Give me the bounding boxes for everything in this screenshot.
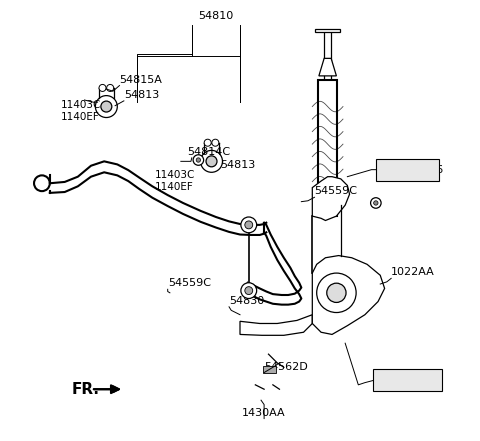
Polygon shape [240,315,312,335]
Text: 54813: 54813 [220,160,255,170]
Circle shape [196,158,201,162]
Circle shape [245,287,252,295]
Text: FR.: FR. [72,382,99,397]
Circle shape [193,155,204,165]
Circle shape [245,221,252,229]
Circle shape [317,273,356,313]
Circle shape [101,101,112,112]
Text: 54559C: 54559C [168,278,211,288]
Text: REF.54-546: REF.54-546 [384,165,443,175]
Circle shape [241,283,257,299]
Circle shape [373,201,378,205]
Circle shape [107,84,114,91]
FancyBboxPatch shape [373,369,442,391]
Text: 1022AA: 1022AA [391,268,435,277]
Text: 54562D: 54562D [264,362,308,372]
Polygon shape [312,177,349,220]
Circle shape [327,283,346,303]
FancyBboxPatch shape [376,159,439,181]
Text: REF.50-517: REF.50-517 [380,375,438,385]
Circle shape [212,139,219,146]
Text: 54830: 54830 [229,296,264,306]
Polygon shape [312,255,384,334]
FancyBboxPatch shape [324,30,331,80]
Polygon shape [319,58,336,76]
FancyBboxPatch shape [318,80,337,216]
FancyBboxPatch shape [315,29,340,32]
Text: 54813: 54813 [124,90,159,100]
Text: 54810: 54810 [198,11,234,21]
Text: 54559C: 54559C [314,187,358,196]
Text: 54814C: 54814C [187,147,230,157]
Text: 11403C
1140EF: 11403C 1140EF [155,170,195,192]
Text: 54815A: 54815A [120,75,162,85]
Circle shape [204,139,211,146]
Circle shape [99,84,106,91]
Circle shape [371,198,381,208]
Text: 11403C
1140EF: 11403C 1140EF [60,100,101,122]
Text: 1430AA: 1430AA [242,407,286,418]
Circle shape [241,217,257,233]
Circle shape [206,156,217,167]
FancyBboxPatch shape [263,366,276,373]
